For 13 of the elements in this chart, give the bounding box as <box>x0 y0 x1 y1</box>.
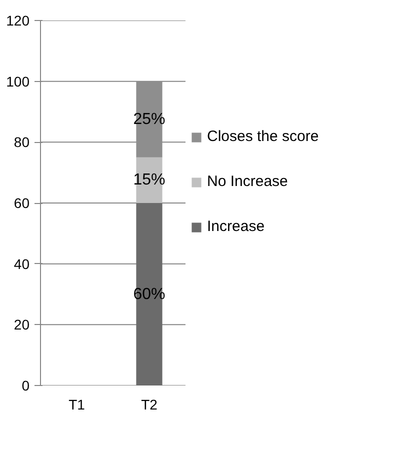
legend-label: Increase <box>207 218 265 235</box>
data-label: 15% <box>133 172 166 189</box>
y-tick-label: 0 <box>22 378 30 394</box>
legend-label: No Increase <box>207 173 288 190</box>
y-tick-label: 20 <box>14 316 30 333</box>
y-tick-label: 60 <box>14 195 30 211</box>
y-tick-label: 40 <box>14 256 30 272</box>
y-tick-label: 100 <box>6 73 30 90</box>
x-tick-label: T2 <box>141 396 158 412</box>
legend-label: Closes the score <box>207 128 319 145</box>
y-tick-label: 80 <box>14 134 30 150</box>
x-tick-label: T1 <box>68 396 86 412</box>
y-tick-label: 120 <box>6 12 30 28</box>
